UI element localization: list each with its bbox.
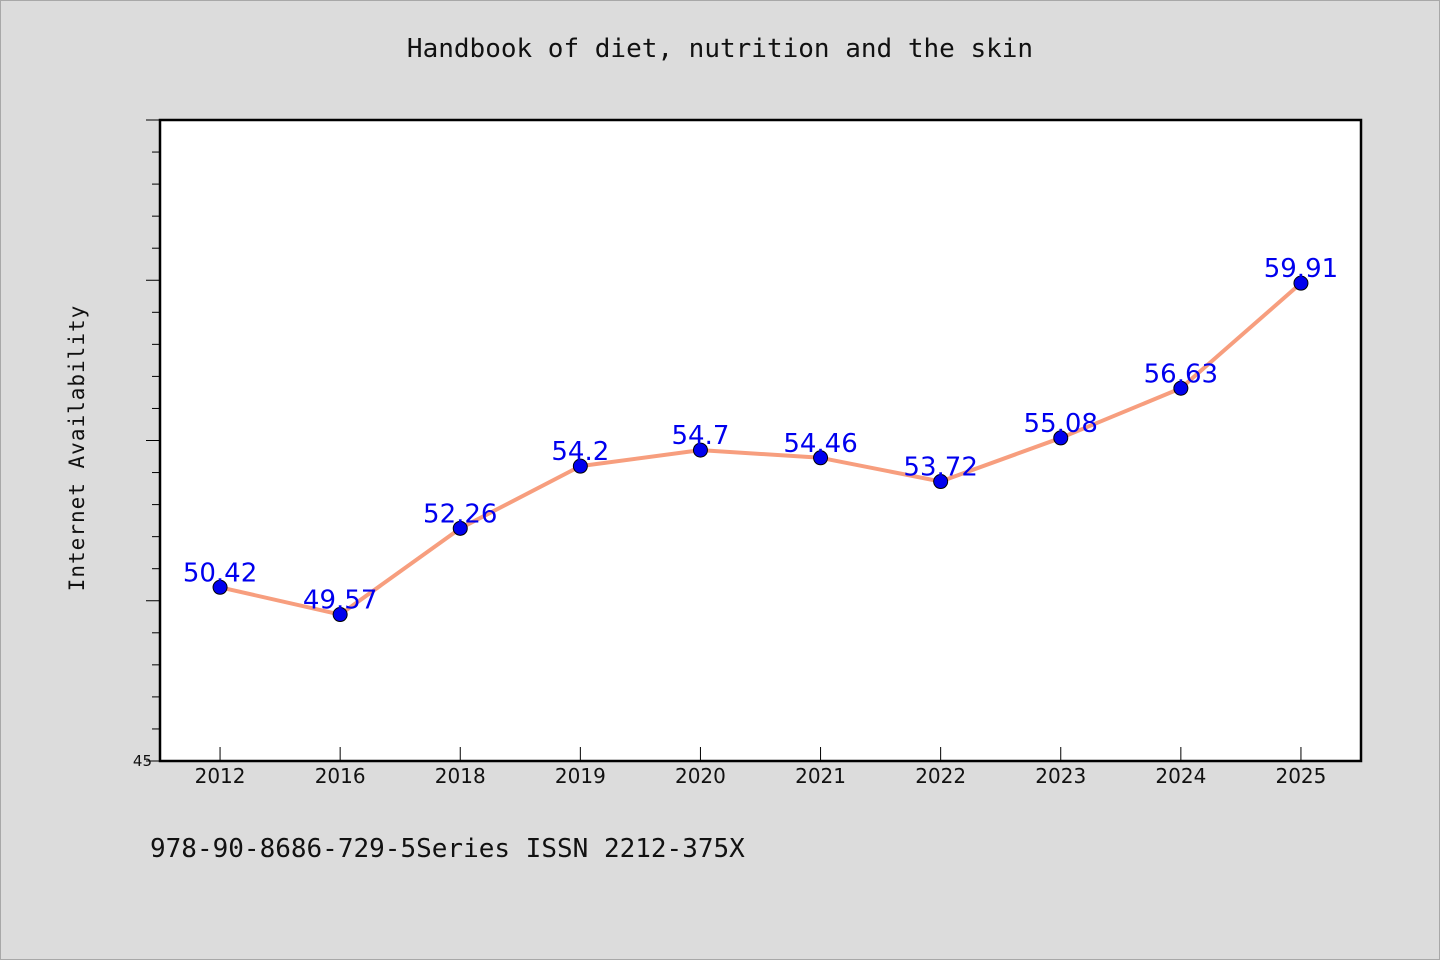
data-label: 53.72 xyxy=(903,453,977,483)
data-point xyxy=(933,474,949,490)
data-label: 54.46 xyxy=(783,429,857,459)
data-label: 54.7 xyxy=(672,421,730,451)
data-point xyxy=(212,579,228,595)
data-point xyxy=(692,442,708,458)
chart-title: Handbook of diet, nutrition and the skin xyxy=(406,34,1034,64)
footer-note: 978-90-8686-729-5Series ISSN 2212-375X xyxy=(150,834,745,864)
data-point xyxy=(1293,275,1309,291)
x-tick-label: 2025 xyxy=(1275,764,1326,788)
data-point xyxy=(332,607,348,623)
data-label: 52.26 xyxy=(423,499,497,529)
x-tick-label: 2021 xyxy=(795,764,846,788)
data-point xyxy=(1053,430,1069,446)
x-tick-label: 2023 xyxy=(1035,764,1086,788)
data-point xyxy=(452,520,468,536)
series-line xyxy=(219,281,1303,617)
x-tick-label: 2018 xyxy=(435,764,486,788)
data-point xyxy=(572,458,588,474)
data-label: 49.57 xyxy=(303,586,377,616)
data-label: 50.42 xyxy=(183,558,257,588)
data-label: 55.08 xyxy=(1024,409,1098,439)
x-tick-label: 2020 xyxy=(675,764,726,788)
x-tick-label: 2022 xyxy=(915,764,966,788)
data-label: 56.63 xyxy=(1144,359,1218,389)
data-point xyxy=(813,450,829,466)
y-tick-label: 45 xyxy=(133,752,152,770)
data-label: 54.2 xyxy=(551,437,609,467)
x-tick-label: 2016 xyxy=(315,764,366,788)
x-tick-label: 2012 xyxy=(195,764,246,788)
x-tick-label: 2019 xyxy=(555,764,606,788)
data-point xyxy=(1173,380,1189,396)
data-label: 59.91 xyxy=(1264,254,1338,284)
x-tick-label: 2024 xyxy=(1155,764,1206,788)
plot-area xyxy=(158,118,1363,763)
